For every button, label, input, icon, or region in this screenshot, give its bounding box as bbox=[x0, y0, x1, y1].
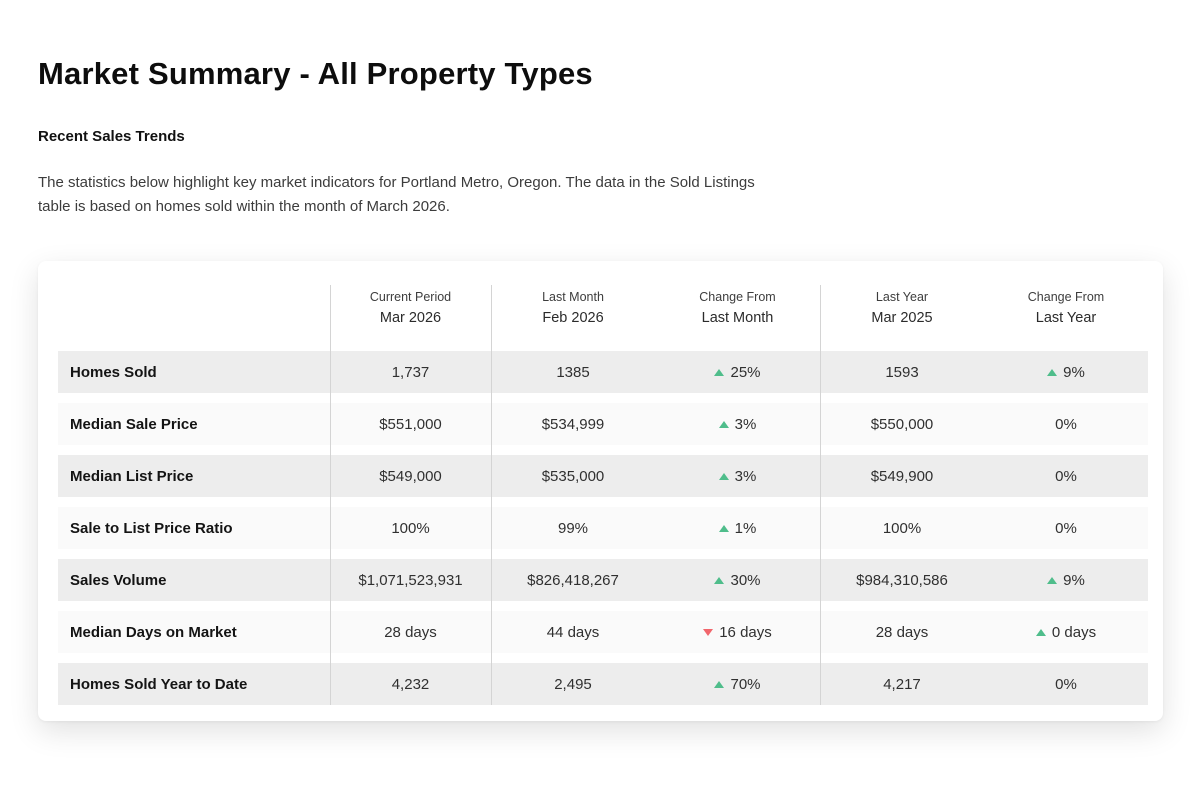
page-content: Market Summary - All Property Types Rece… bbox=[0, 56, 1202, 721]
table-row: Homes Sold 1,737 1385 25% 1593 9% bbox=[58, 351, 1148, 393]
table-row: Median List Price $549,000 $535,000 3% $… bbox=[58, 455, 1148, 497]
header-last-year: Last Year Mar 2025 bbox=[871, 290, 933, 326]
column-divider bbox=[820, 285, 821, 705]
last-month-value: $534,999 bbox=[541, 415, 605, 433]
trend-up-icon bbox=[714, 368, 725, 376]
change-from-last-month: 25% bbox=[655, 364, 820, 381]
last-month-value: 44 days bbox=[546, 623, 600, 641]
row-label: Median List Price bbox=[70, 467, 194, 485]
current-period-value: 100% bbox=[391, 519, 430, 537]
change-from-last-month: 16 days bbox=[655, 624, 820, 641]
description-line-2: table is based on homes sold within the … bbox=[38, 198, 450, 215]
column-divider bbox=[330, 285, 331, 705]
trend-up-icon bbox=[1047, 368, 1058, 376]
description-paragraph: The statistics below highlight key marke… bbox=[38, 171, 1163, 219]
change-from-last-year: 0% bbox=[1055, 467, 1077, 485]
current-period-value: 1,737 bbox=[391, 363, 430, 381]
row-label: Homes Sold bbox=[70, 363, 157, 381]
trend-down-icon bbox=[703, 628, 714, 636]
current-period-value: $551,000 bbox=[379, 415, 442, 433]
table-row: Homes Sold Year to Date 4,232 2,495 70% … bbox=[58, 663, 1148, 705]
current-period-value: $549,000 bbox=[379, 467, 442, 485]
last-year-value: $549,900 bbox=[870, 467, 934, 485]
header-change-last-month: Change From Last Month bbox=[699, 290, 776, 326]
last-month-value: 1385 bbox=[556, 363, 590, 381]
header-current-period: Current Period Mar 2026 bbox=[369, 290, 452, 326]
trend-up-icon bbox=[718, 524, 729, 532]
trend-up-icon bbox=[714, 680, 725, 688]
market-summary-card: Current Period Mar 2026 Last Month Feb 2… bbox=[38, 261, 1163, 721]
last-year-value: 100% bbox=[882, 519, 922, 537]
table-header-row: Current Period Mar 2026 Last Month Feb 2… bbox=[58, 285, 1148, 341]
last-year-value: $550,000 bbox=[870, 415, 934, 433]
header-last-month: Last Month Feb 2026 bbox=[542, 290, 604, 326]
change-from-last-year: 0% bbox=[1055, 415, 1077, 433]
change-from-last-month: 70% bbox=[655, 676, 820, 693]
last-year-value: 28 days bbox=[875, 623, 929, 641]
market-summary-table: Current Period Mar 2026 Last Month Feb 2… bbox=[58, 285, 1148, 705]
row-label: Median Sale Price bbox=[70, 415, 198, 433]
last-month-value: $826,418,267 bbox=[527, 571, 619, 589]
description-line-1: The statistics below highlight key marke… bbox=[38, 174, 755, 191]
last-year-value: 4,217 bbox=[883, 675, 921, 693]
row-label: Median Days on Market bbox=[70, 623, 237, 641]
trend-up-icon bbox=[714, 576, 725, 584]
table-row: Median Days on Market 28 days 44 days 16… bbox=[58, 611, 1148, 653]
change-from-last-year: 0 days bbox=[984, 624, 1148, 641]
trend-up-icon bbox=[718, 472, 729, 480]
change-from-last-month: 30% bbox=[655, 572, 820, 589]
table-row: Sales Volume $1,071,523,931 $826,418,267… bbox=[58, 559, 1148, 601]
change-from-last-year: 0% bbox=[1055, 519, 1077, 537]
section-heading: Recent Sales Trends bbox=[38, 128, 185, 145]
table-row: Median Sale Price $551,000 $534,999 3% $… bbox=[58, 403, 1148, 445]
change-from-last-month: 1% bbox=[655, 520, 820, 537]
trend-up-icon bbox=[1047, 576, 1058, 584]
last-month-value: $535,000 bbox=[541, 467, 605, 485]
row-label: Sale to List Price Ratio bbox=[70, 519, 233, 537]
last-month-value: 2,495 bbox=[554, 675, 592, 693]
table-row: Sale to List Price Ratio 100% 99% 1% 100… bbox=[58, 507, 1148, 549]
trend-up-icon bbox=[1035, 628, 1046, 636]
row-label: Sales Volume bbox=[70, 571, 167, 589]
last-month-value: 99% bbox=[557, 519, 589, 537]
change-from-last-year: 9% bbox=[984, 364, 1148, 381]
row-label: Homes Sold Year to Date bbox=[70, 675, 248, 693]
change-from-last-year: 9% bbox=[984, 572, 1148, 589]
trend-up-icon bbox=[718, 420, 729, 428]
last-year-value: 1593 bbox=[885, 363, 919, 381]
current-period-value: 4,232 bbox=[391, 675, 430, 693]
page-title: Market Summary - All Property Types bbox=[38, 56, 593, 91]
current-period-value: 28 days bbox=[384, 623, 437, 641]
change-from-last-month: 3% bbox=[655, 416, 820, 433]
current-period-value: $1,071,523,931 bbox=[358, 571, 463, 589]
column-divider bbox=[491, 285, 492, 705]
header-change-last-year: Change From Last Year bbox=[1027, 290, 1105, 326]
change-from-last-year: 0% bbox=[1055, 675, 1077, 693]
last-year-value: $984,310,586 bbox=[856, 571, 948, 589]
change-from-last-month: 3% bbox=[655, 468, 820, 485]
